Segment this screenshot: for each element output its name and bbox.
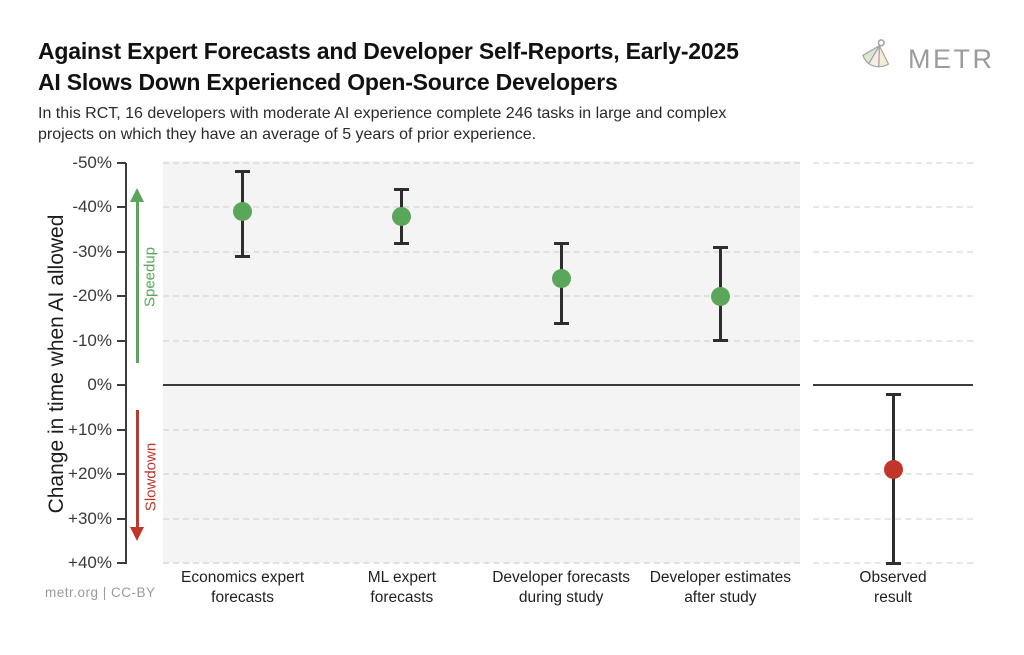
data-point-observed xyxy=(883,460,903,480)
y-tick-label--30%: -30% xyxy=(72,241,112,261)
metr-fan-icon xyxy=(862,38,900,81)
x-category-label: Developer estimates after study xyxy=(630,568,810,608)
page-title: Against Expert Forecasts and Developer S… xyxy=(38,36,739,98)
x-category-label-line1: Observed xyxy=(859,569,927,586)
chart-subtitle: In this RCT, 16 developers with moderate… xyxy=(38,103,726,145)
x-category-label-line2: forecasts xyxy=(211,589,275,606)
y-tick-label--10%: -10% xyxy=(72,330,112,350)
slowdown-arrow-head xyxy=(130,527,144,541)
error-bar-cap-lower xyxy=(235,254,251,258)
x-category-label-line2: forecasts xyxy=(370,589,434,606)
attribution-credit: metr.org | CC-BY xyxy=(45,585,156,600)
y-axis-tick--20% xyxy=(117,295,126,298)
slowdown-label: Slowdown xyxy=(142,442,160,512)
error-bar-cap-lower xyxy=(553,321,569,325)
x-category-label-line1: Developer estimates xyxy=(649,569,792,586)
y-axis-tick-+10% xyxy=(117,428,126,431)
y-tick-label--50%: -50% xyxy=(72,153,112,172)
y-tick-label-+30%: +30% xyxy=(68,508,112,528)
x-category-label-line2: result xyxy=(874,589,912,606)
title-line-1: Against Expert Forecasts and Developer S… xyxy=(38,38,739,64)
y-tick-label--20%: -20% xyxy=(72,286,112,306)
title-line-2: AI Slows Down Experienced Open-Source De… xyxy=(38,69,618,95)
gridline-observed--50% xyxy=(813,162,973,164)
x-category-label: Observed result xyxy=(803,568,983,608)
gridline-observed--20% xyxy=(813,295,973,298)
metr-logo: METR xyxy=(862,38,995,81)
gridline--30% xyxy=(163,250,800,253)
x-category-label-line2: after study xyxy=(684,589,757,606)
gridline-+30% xyxy=(163,517,800,520)
gridline-observed--30% xyxy=(813,250,973,253)
error-bar-cap-upper xyxy=(394,188,410,192)
x-category-label-line1: Economics expert xyxy=(181,569,305,586)
x-category-label-line1: Developer forecasts xyxy=(492,569,631,586)
y-tick-label-+20%: +20% xyxy=(68,464,112,484)
y-axis-tick--50% xyxy=(117,162,126,164)
y-axis-tick--10% xyxy=(117,339,126,342)
speedup-label: Speedup xyxy=(141,246,159,308)
gridline--10% xyxy=(163,339,800,342)
y-tick-label-0%: 0% xyxy=(87,375,112,395)
y-axis-tick-+40% xyxy=(117,562,126,564)
error-bar-cap-lower xyxy=(885,561,901,565)
data-point-developer-estimates xyxy=(710,286,730,306)
error-bar-cap-upper xyxy=(885,392,901,396)
gridline-observed--10% xyxy=(813,339,973,342)
subtitle-line-1: In this RCT, 16 developers with moderate… xyxy=(38,105,727,122)
data-point-developer-forecasts xyxy=(551,269,571,289)
error-bar-cap-upper xyxy=(712,245,728,249)
x-category-label: Developer forecasts during study xyxy=(471,568,651,608)
gridline-+40% xyxy=(163,562,800,564)
error-bar-cap-lower xyxy=(712,339,728,343)
zero-line-observed xyxy=(813,384,973,387)
metr-logo-text: METR xyxy=(908,44,995,74)
x-category-label-line1: ML expert xyxy=(367,569,437,586)
y-axis-tick-+20% xyxy=(117,473,126,476)
gridline--20% xyxy=(163,295,800,298)
subtitle-line-2: projects on which they have an average o… xyxy=(38,126,537,143)
error-bar-cap-upper xyxy=(553,241,569,245)
gridline--50% xyxy=(163,162,800,164)
gridline--40% xyxy=(163,206,800,209)
y-tick-label--40%: -40% xyxy=(72,197,112,217)
data-point-ml-expert xyxy=(392,206,412,226)
y-axis-tick-+30% xyxy=(117,517,126,520)
speedup-arrow-line xyxy=(135,201,139,363)
y-axis-tick-0% xyxy=(117,384,126,387)
zero-line-main xyxy=(163,384,800,387)
slowdown-arrow-line xyxy=(135,410,139,528)
error-bar-cap-lower xyxy=(394,241,410,245)
gridline-observed--40% xyxy=(813,206,973,209)
error-bar-cap-upper xyxy=(235,170,251,174)
data-point-economics-expert xyxy=(233,202,253,222)
gridline-+20% xyxy=(163,473,800,476)
x-category-label: Economics expert forecasts xyxy=(153,568,333,608)
forecast-panel-background xyxy=(163,161,800,563)
gridline-+10% xyxy=(163,428,800,431)
y-axis-spine xyxy=(125,163,127,564)
x-category-label: ML expert forecasts xyxy=(312,568,492,608)
y-tick-label-+40%: +40% xyxy=(68,553,112,572)
x-category-label-line2: during study xyxy=(518,589,604,606)
y-axis-tick--30% xyxy=(117,250,126,253)
y-axis-tick--40% xyxy=(117,206,126,209)
y-tick-label-+10%: +10% xyxy=(68,419,112,439)
speedup-arrow-head xyxy=(130,188,144,202)
